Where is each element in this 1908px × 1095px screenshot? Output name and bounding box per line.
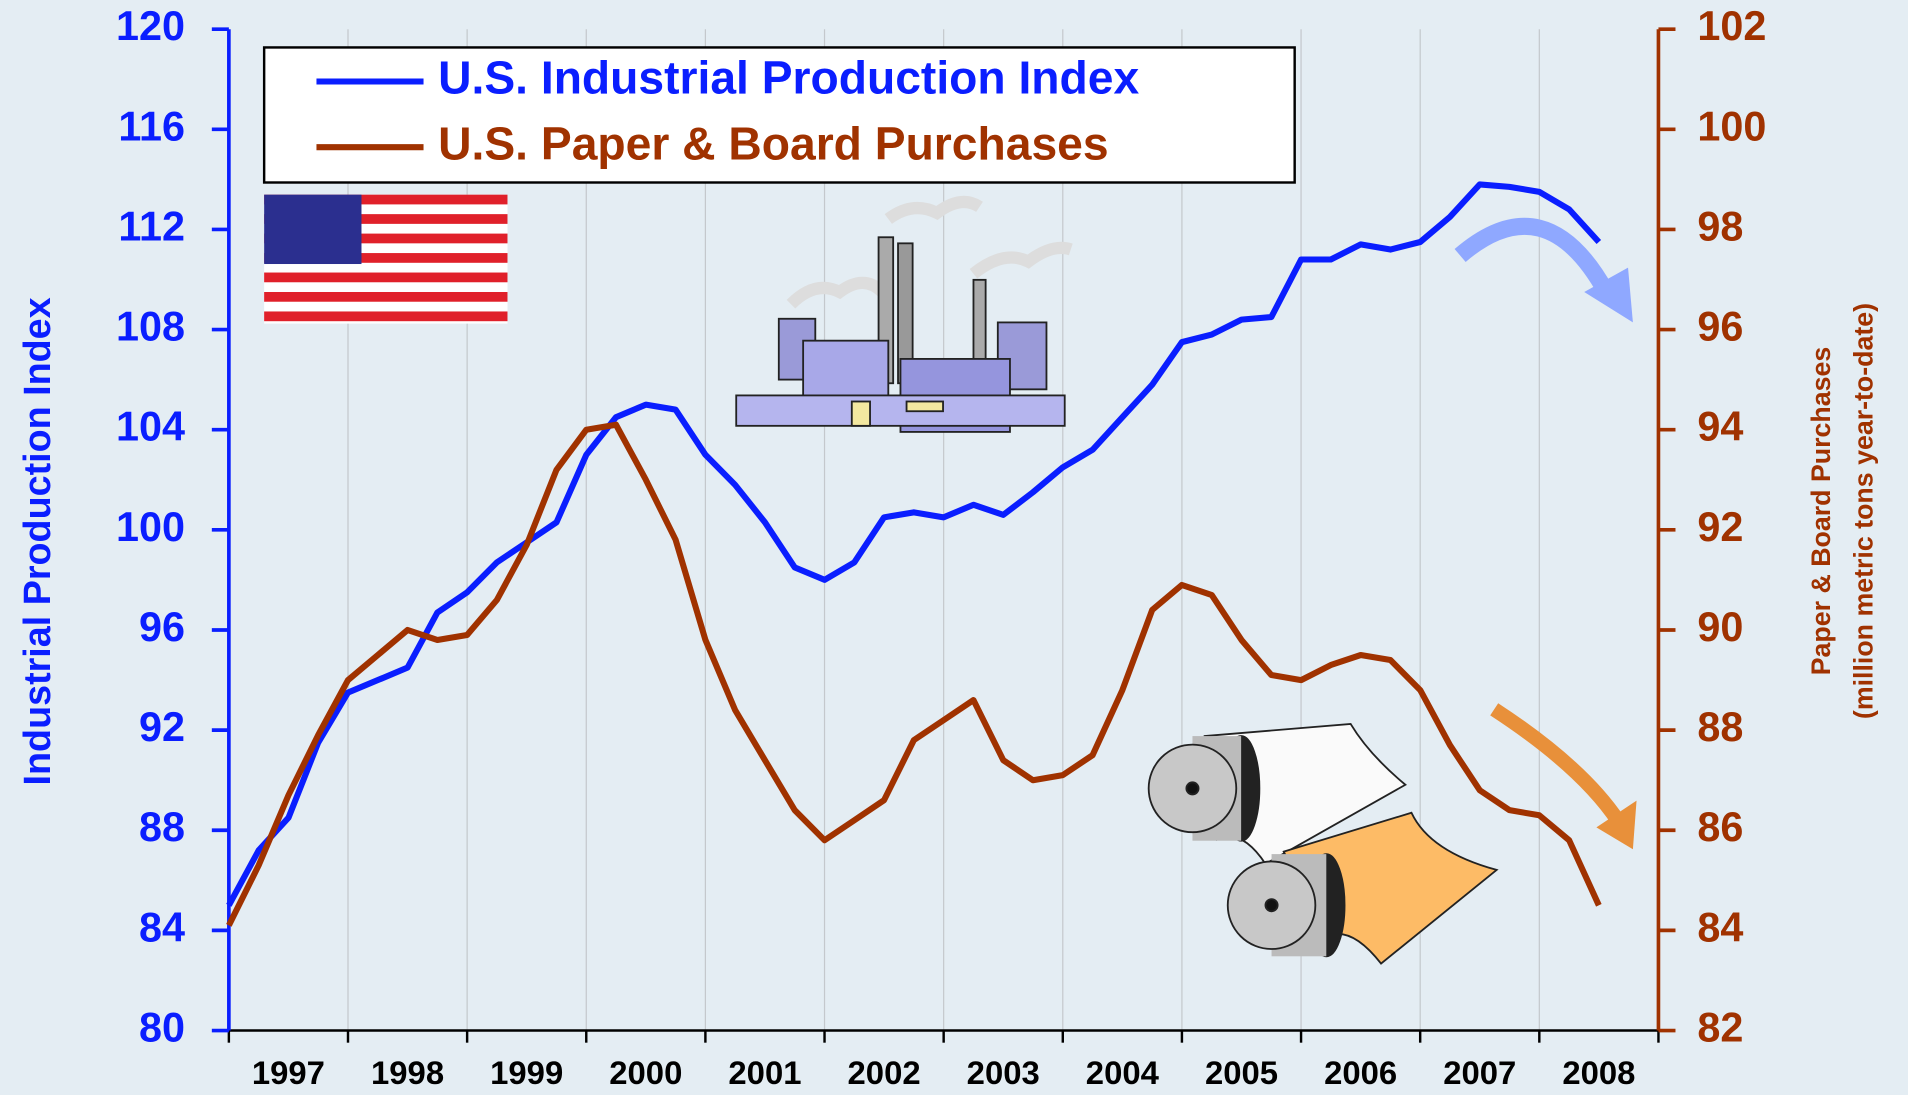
y2-axis-title: (million metric tons year-to-date) [1848,303,1878,719]
us-flag [264,194,508,324]
x-tick-label: 2002 [848,1054,921,1091]
x-tick-label: 2001 [728,1054,801,1091]
y-tick-label: 108 [116,304,185,350]
y-tick-label: 116 [118,103,185,149]
legend: U.S. Industrial Production Index U.S. Pa… [262,46,1296,184]
y-tick-label: 88 [139,804,185,850]
series-line [226,181,1602,907]
y2-tick-label: 96 [1697,304,1743,350]
x-tick-label: 1997 [252,1054,325,1091]
y-tick-label: 84 [139,904,185,950]
y2-tick-label: 98 [1697,203,1743,249]
y2-tick-label: 86 [1697,804,1743,850]
grid [227,29,1660,1043]
orange-arrow-head [1596,800,1637,850]
series-line [226,421,1602,927]
x-tick-label: 2006 [1324,1054,1397,1091]
factory-illustration [735,195,1073,433]
blue-arrow-head [1584,267,1633,323]
legend-label: U.S. Paper & Board Purchases [438,117,1108,169]
x-tick-label: 2003 [967,1054,1040,1091]
orange-arrow [1490,703,1625,826]
y-tick-label: 104 [116,404,185,450]
y-tick-label: 120 [116,3,185,49]
legend-box [262,46,1296,184]
legend-label: U.S. Industrial Production Index [438,52,1139,104]
x-tick-label: 1999 [490,1054,563,1091]
y-tick-label: 112 [118,203,185,249]
y-tick-label: 92 [139,704,185,750]
x-tick-label: 2008 [1562,1054,1635,1091]
y2-tick-label: 100 [1697,103,1766,149]
y2-tick-label: 88 [1697,704,1743,750]
x-tick-label: 2000 [609,1054,682,1091]
y2-tick-label: 102 [1697,3,1766,49]
x-tick-label: 2005 [1205,1054,1278,1091]
blue-arrow [1454,217,1614,297]
y2-tick-label: 84 [1697,904,1743,950]
y-tick-label: 80 [139,1004,185,1050]
y2-tick-label: 90 [1697,604,1743,650]
x-tick-label: 1998 [371,1054,444,1091]
y-tick-label: 100 [116,504,185,550]
x-tick-label: 2004 [1086,1054,1160,1091]
y-tick-label: 96 [139,604,185,650]
y-axis-title: Industrial Production Index [16,297,58,785]
x-tick-label: 2007 [1443,1054,1516,1091]
y2-tick-label: 94 [1697,404,1743,450]
y2-tick-label: 82 [1697,1004,1743,1050]
y2-tick-label: 92 [1697,504,1743,550]
y2-axis-title: Paper & Board Purchases [1806,347,1836,676]
plot: 1997 1998 1999 2000 2001 2002 2003 2004 2005 2006… [116,3,1766,1091]
paper-rolls-illustration [1147,722,1499,965]
